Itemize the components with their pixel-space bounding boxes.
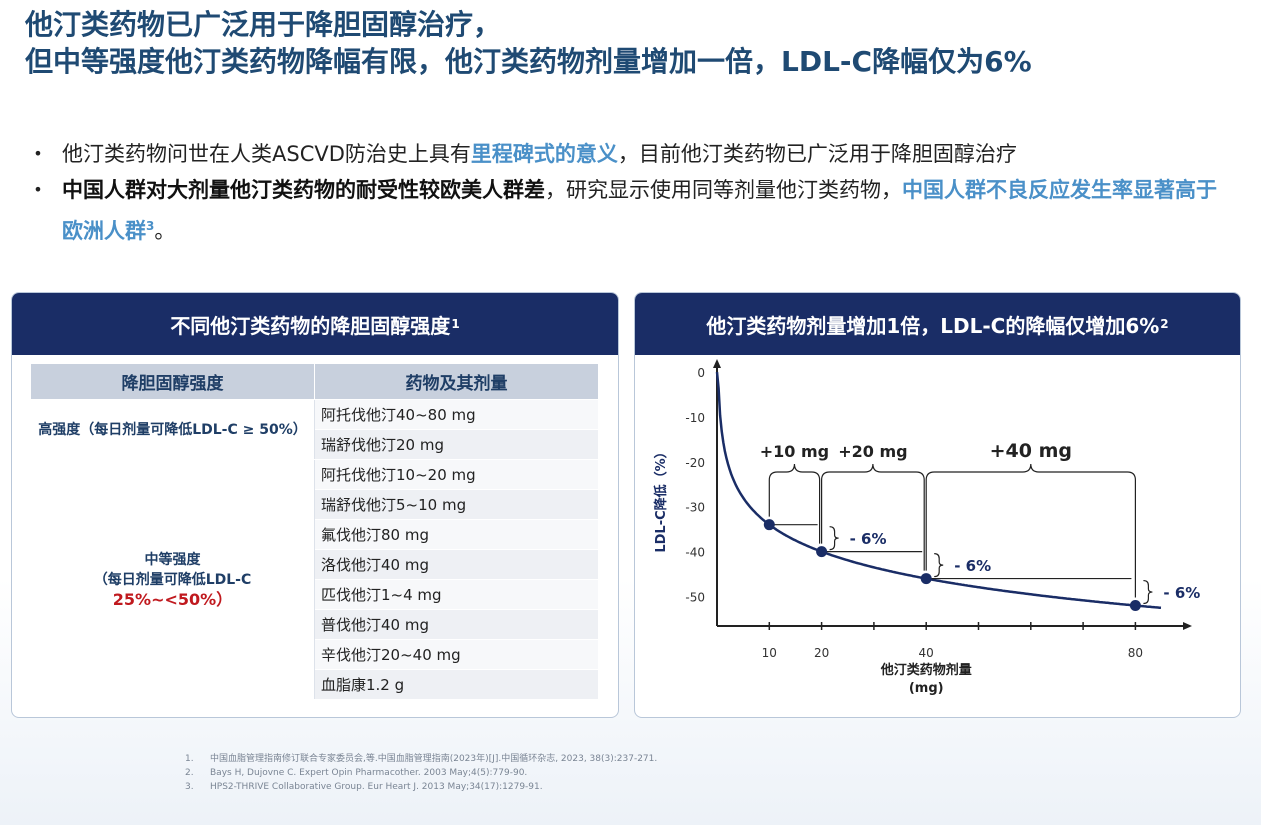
drug-cell: 阿托伐他汀40~80 mg [314,399,599,430]
citation-sup: 3 [146,219,155,233]
panel-header: 不同他汀类药物的降胆固醇强度 1 [12,293,618,355]
y-tick-label: -30 [685,501,705,515]
footnote-number: 2. [185,768,194,778]
drug-cell: 匹伐他汀1~4 mg [314,579,599,610]
y-tick-label: -10 [685,411,705,425]
drop-label: - 6% [1163,584,1200,602]
bullet-text: 他汀类药物问世在人类ASCVD防治史上具有 [62,142,471,166]
dose-response-panel: 他汀类药物剂量增加1倍，LDL-C的降幅仅增加6% 2 0 -10 -20 -30 -40… [634,292,1241,718]
table-header-row: 降胆固醇强度 药物及其剂量 [30,363,599,400]
y-axis-label: LDL-C降低（%） [653,445,669,552]
drug-cell: 瑞舒伐他汀5~10 mg [314,489,599,520]
footnote-text: Bays H, Dujovne C. Expert Opin Pharmacot… [210,768,528,778]
footnote-item: 1. 中国血脂管理指南修订联合专家委员会,等.中国血脂管理指南(2023年)[J]… [185,752,657,766]
increment-brace [821,463,925,571]
footnote-text: HPS2-THRIVE Collaborative Group. Eur Hea… [210,782,543,792]
footnotes: 1. 中国血脂管理指南修订联合专家委员会,等.中国血脂管理指南(2023年)[J]… [185,752,657,794]
footnote-item: 3. HPS2-THRIVE Collaborative Group. Eur H… [185,780,657,794]
statin-table: 降胆固醇强度 药物及其剂量 高强度（每日剂量可降低LDL-C ≥ 50%） 阿托… [30,363,599,700]
intensity-label: 中等强度 [144,551,201,568]
table-row: 高强度（每日剂量可降低LDL-C ≥ 50%） 阿托伐他汀40~80 mg [30,399,599,460]
citation-sup: 1 [451,317,460,331]
footnote-text: 中国血脂管理指南修订联合专家委员会,等.中国血脂管理指南(2023年)[J].中… [210,754,658,764]
drug-cell: 氟伐他汀80 mg [314,519,599,550]
x-tick-label: 40 [919,646,934,660]
dose-response-chart: 0 -10 -20 -30 -40 -50 10 20 40 80 他汀类药物剂量 (mg) LDL-C… [653,359,1200,696]
x-tick-label: 20 [814,646,829,660]
y-axis-arrow-icon [713,359,721,368]
increment-label: +10 mg [760,442,829,461]
bullet-text: ，研究显示使用同等剂量他汀类药物， [545,178,902,202]
drop-label: - 6% [954,557,991,575]
panel-title: 不同他汀类药物的降胆固醇强度 [170,313,451,338]
bullet-item: • 他汀类药物问世在人类ASCVD防治史上具有里程碑式的意义，目前他汀类药物已广… [30,136,1230,172]
intensity-high-cell: 高强度（每日剂量可降低LDL-C ≥ 50%） [30,399,315,460]
drug-cell: 洛伐他汀40 mg [314,549,599,580]
page-title: 他汀类药物已广泛用于降胆固醇治疗， 但中等强度他汀类药物降幅有限，他汀类药物剂量… [25,6,1235,80]
footnote-item: 2. Bays H, Dujovne C. Expert Opin Pharmac… [185,766,657,780]
citation-sup: 2 [1160,317,1169,331]
table-row: 普伐他汀40 mg [31,609,599,640]
data-point [920,573,932,585]
table-row: 匹伐他汀1~4 mg [31,579,599,610]
increment-brace [925,463,1136,598]
title-line-1: 他汀类药物已广泛用于降胆固醇治疗， [25,8,502,41]
bullet-item: • 中国人群对大剂量他汀类药物的耐受性较欧美人群差，研究显示使用同等剂量他汀类药… [30,172,1230,249]
bullet-highlight: 里程碑式的意义 [470,142,618,166]
data-point [1129,600,1141,612]
increment-label: +20 mg [838,442,907,461]
panel-header: 他汀类药物剂量增加1倍，LDL-C的降幅仅增加6% 2 [635,293,1240,355]
increment-label: +40 mg [990,440,1072,462]
intensity-label: （每日剂量可降低LDL-C [93,571,252,588]
dose-response-curve [715,371,1162,610]
y-tick-label: 0 [697,366,705,380]
table-row: 瑞舒伐他汀5~10 mg [31,489,599,520]
bullet-dot-icon: • [33,180,43,199]
bullet-dot-icon: • [33,144,43,163]
bullet-text: 。 [154,219,176,243]
table-row: 氟伐他汀80 mg [31,519,599,550]
data-point [816,546,828,558]
drop-brace [1143,579,1153,605]
x-axis-label: 他汀类药物剂量 [880,662,972,678]
panel-title: 他汀类药物剂量增加1倍，LDL-C的降幅仅增加6% [706,313,1160,338]
y-tick-label: -40 [685,546,705,560]
x-axis-arrow-icon [1183,622,1192,630]
data-point [763,519,775,531]
drug-cell: 血脂康1.2 g [314,669,599,700]
table-row: 血脂康1.2 g [31,669,599,700]
drug-cell: 辛伐他汀20~40 mg [314,639,599,670]
x-tick-label: 80 [1128,646,1143,660]
drug-cell: 阿托伐他汀10~20 mg [314,459,599,490]
drug-cell: 普伐他汀40 mg [314,609,599,640]
increment-brace [768,463,821,544]
bullet-highlight: 中国人群不良反应发生率显著高于欧洲人群 [62,178,1217,243]
drop-label: - 6% [850,530,887,548]
table-row: 中等强度 （每日剂量可降低LDL-C 25%~<50%） 阿托伐他汀10~20 … [30,459,599,700]
statin-intensity-panel: 不同他汀类药物的降胆固醇强度 1 降胆固醇强度 药物及其剂量 高强度（每日剂量可降… [11,292,619,718]
bullet-bold: 中国人群对大剂量他汀类药物的耐受性较欧美人群差 [62,178,545,202]
bullet-text: ，目前他汀类药物已广泛用于降胆固醇治疗 [617,142,1017,166]
drop-brace [934,553,944,578]
footnote-number: 3. [185,782,194,792]
table-header-cell: 药物及其剂量 [314,363,599,400]
title-line-2: 但中等强度他汀类药物降幅有限，他汀类药物剂量增加一倍，LDL-C降幅仅为6% [25,45,1032,78]
drug-cell: 瑞舒伐他汀20 mg [314,429,599,460]
y-tick-label: -50 [685,591,705,605]
intensity-range: 25%~<50%） [112,589,233,609]
x-axis-unit: (mg) [909,681,944,696]
x-tick-label: 10 [762,646,777,660]
table-header-cell: 降胆固醇强度 [30,363,315,400]
drop-brace [829,526,839,551]
intensity-moderate-cell: 中等强度 （每日剂量可降低LDL-C 25%~<50%） [30,459,315,700]
footnote-number: 1. [185,754,194,764]
y-tick-label: -20 [685,456,705,470]
table-row: 洛伐他汀40 mg [31,549,599,580]
bullet-list: • 他汀类药物问世在人类ASCVD防治史上具有里程碑式的意义，目前他汀类药物已广… [30,136,1230,249]
